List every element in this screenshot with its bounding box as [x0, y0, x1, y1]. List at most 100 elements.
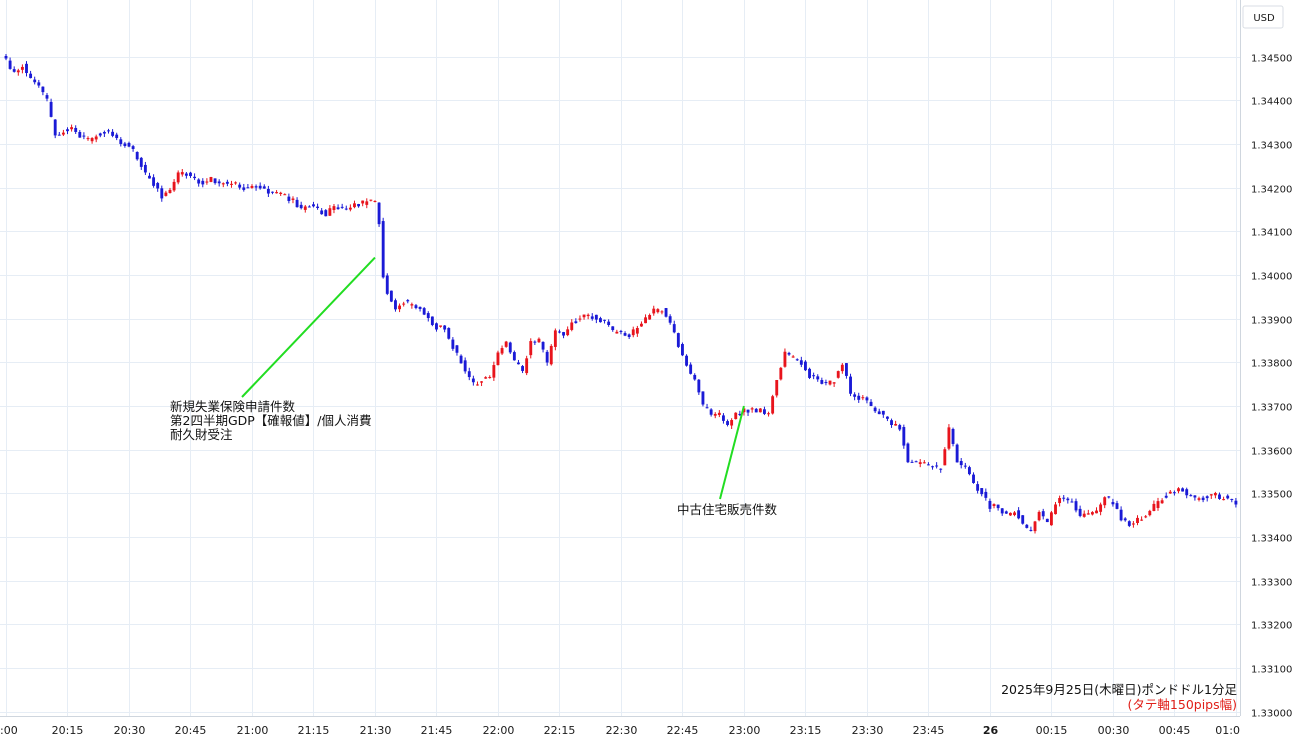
candle-body: [1197, 498, 1201, 500]
candle-body: [906, 443, 910, 463]
candle-body: [1181, 488, 1185, 492]
price-tick-label: 1.34400: [1251, 97, 1292, 108]
candle-body: [570, 322, 574, 330]
candle-body: [488, 377, 492, 379]
annotation-leader-line: [241, 256, 376, 398]
time-tick-label: 21:30: [360, 724, 392, 737]
candle-body: [1013, 512, 1016, 516]
candle-body: [1205, 496, 1209, 499]
time-tick-label: 21:00: [237, 724, 269, 737]
candle-body: [295, 199, 299, 208]
candle-body: [271, 191, 274, 193]
candle-body: [820, 380, 824, 384]
candle-body: [37, 82, 41, 86]
candle-body: [1025, 524, 1029, 528]
candle-body: [455, 345, 459, 353]
candle-body: [1111, 502, 1115, 505]
candle-body: [635, 327, 639, 334]
candle-body: [508, 342, 512, 353]
candle-body: [607, 321, 611, 326]
candle-body: [996, 504, 1000, 509]
candle-body: [1160, 500, 1164, 504]
price-tick-label: 1.33700: [1251, 403, 1292, 414]
candle-body: [123, 143, 127, 146]
candle-body: [1209, 494, 1213, 496]
candle-body: [631, 329, 635, 336]
candle-body: [225, 181, 229, 184]
candle-body: [586, 314, 590, 317]
candle-body: [734, 412, 738, 420]
candle-body: [590, 316, 594, 319]
candle-body: [504, 341, 508, 347]
candle-body: [164, 192, 168, 196]
candle-body: [184, 173, 188, 176]
candle-body: [1008, 512, 1012, 516]
candle-body: [312, 204, 315, 207]
time-tick-label: 26: [983, 724, 999, 737]
time-tick-label: 23:45: [913, 724, 945, 737]
candle-body: [689, 364, 693, 374]
candle-body: [480, 381, 483, 383]
candle-body: [951, 428, 955, 444]
candle-body: [828, 380, 832, 385]
candle-body: [74, 127, 78, 132]
candle-body: [910, 461, 914, 463]
candle-body: [16, 70, 20, 73]
candle-body: [1107, 496, 1111, 498]
candle-body: [1095, 510, 1098, 514]
candle-body: [426, 313, 430, 319]
candle-body: [193, 176, 197, 179]
annotation-text: 新規失業保険申請件数: [170, 399, 296, 414]
candle-body: [836, 371, 840, 378]
candle-body: [262, 186, 266, 189]
time-tick-label: 20:15: [52, 724, 84, 737]
candle-body: [1193, 495, 1197, 498]
price-tick-label: 1.33600: [1251, 447, 1292, 458]
price-tick-label: 1.34500: [1251, 54, 1292, 65]
candle-body: [902, 427, 906, 446]
candle-body: [1004, 511, 1008, 514]
candle-body: [865, 397, 869, 401]
candle-body: [1078, 508, 1082, 516]
candle-body: [963, 465, 967, 467]
time-tick-label: 22:15: [544, 724, 576, 737]
candle-body: [463, 360, 467, 372]
candle-body: [1168, 491, 1172, 494]
candle-body: [353, 203, 356, 208]
candle-body: [1140, 519, 1144, 521]
candle-body: [324, 210, 328, 217]
candle-body: [898, 425, 902, 430]
candle-body: [500, 348, 504, 354]
candle-body: [1021, 515, 1025, 524]
candle-body: [869, 401, 873, 406]
candle-body: [648, 314, 652, 320]
candle-body: [623, 333, 627, 336]
candle-body: [1164, 495, 1168, 498]
candle-body: [369, 199, 373, 201]
candle-body: [512, 352, 516, 361]
candle-body: [49, 101, 53, 117]
candle-body: [943, 449, 947, 466]
candle-body: [713, 413, 717, 416]
candle-body: [1234, 500, 1238, 505]
candle-body: [279, 192, 283, 194]
candle-body: [303, 206, 307, 210]
candle-body: [619, 330, 623, 332]
candle-body: [127, 142, 131, 147]
candle-body: [1086, 513, 1090, 515]
candle-body: [135, 152, 139, 160]
candle-body: [29, 73, 33, 79]
candle-body: [41, 86, 45, 93]
candle-body: [53, 119, 57, 136]
candle-body: [8, 60, 12, 69]
candle-body: [168, 189, 172, 194]
candle-body: [693, 374, 697, 380]
candle-body: [1037, 511, 1041, 521]
time-tick-label: 00:45: [1159, 724, 1191, 737]
candle-body: [467, 371, 471, 378]
candle-body: [746, 409, 750, 413]
candle-body: [381, 221, 385, 278]
candle-body: [205, 181, 209, 183]
candle-body: [980, 488, 984, 495]
